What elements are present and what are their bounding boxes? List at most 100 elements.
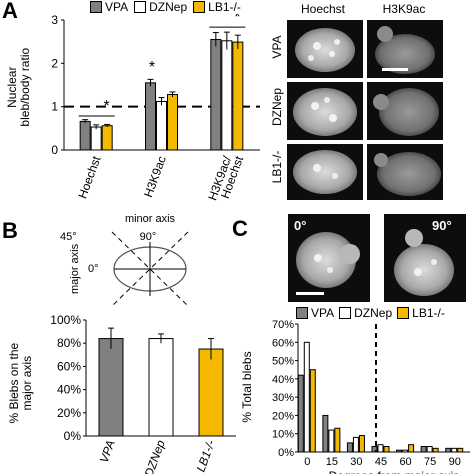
c-ytick-label: 40% xyxy=(272,374,294,386)
c-bar xyxy=(328,429,335,453)
diagram-90-label: 90° xyxy=(140,231,157,243)
c-xtick-label: 75 xyxy=(424,456,436,468)
a-ytick-label: 2 xyxy=(51,56,58,70)
b-category-label: LB1-/- xyxy=(193,438,217,474)
micro-0deg-label: 0° xyxy=(294,218,306,233)
c-bar xyxy=(352,436,359,453)
panel-a-legend: VPA DZNep LB1-/- xyxy=(90,0,241,14)
c-bar xyxy=(346,442,353,453)
c-bar xyxy=(371,446,378,453)
a-category-label: Hoechst xyxy=(75,154,103,201)
b-ytick-label: 0% xyxy=(64,429,82,443)
panel-c-letter: C xyxy=(232,216,248,241)
a-significance-star: * xyxy=(104,98,110,115)
c-ytick-label: 0% xyxy=(278,447,294,459)
a-significance-star: * xyxy=(234,14,240,26)
diagram-major-axis-label: major axis xyxy=(69,243,81,294)
b-category-label: VPA xyxy=(97,438,118,465)
micro-row-vpa: VPA xyxy=(270,35,284,59)
panel-a-micrographs xyxy=(287,20,443,200)
b-bar xyxy=(198,348,224,437)
c-bar xyxy=(445,447,452,453)
micro-90deg-label: 90° xyxy=(432,218,452,233)
panel-c-legend: VPA DZNep LB1-/- xyxy=(296,306,445,320)
legend-swatch-vpa xyxy=(90,1,102,13)
legend-label-dznep: DZNep xyxy=(149,0,188,14)
legend-label-vpa: VPA xyxy=(105,0,129,14)
panel-c-micrographs: 0° 90° xyxy=(288,214,466,302)
c-xtick-label: 0 xyxy=(304,456,310,468)
c-xtick-label: 45 xyxy=(375,456,387,468)
diagram-45-label: 45° xyxy=(60,231,77,243)
micro-row-lb1: LB1-/- xyxy=(270,150,284,184)
c-bar xyxy=(396,449,403,453)
panel-a-ylabel: Nuclear bleb/body ratio xyxy=(4,47,32,127)
panel-b-ylabel: % Blebs on the major axis xyxy=(6,342,34,424)
panel-c-chart: 0% 10% 20% 30% 40% 50% 60% 70% 0 15 30 45 60 75 90Degr… xyxy=(272,319,470,474)
c-bar xyxy=(420,446,427,453)
c-xtick-label: 90 xyxy=(449,456,461,468)
micro-col-h3k9ac: H3K9ac xyxy=(382,2,426,16)
legend-label-lb1: LB1-/- xyxy=(208,0,241,14)
c-legend-lb1: LB1-/- xyxy=(397,306,445,320)
a-bar xyxy=(79,120,91,151)
a-category-label: H3K9ac xyxy=(141,154,169,199)
c-bar xyxy=(402,449,409,453)
c-ytick-label: 60% xyxy=(272,337,294,349)
c-legend-dznep: DZNep xyxy=(339,306,392,320)
c-bar xyxy=(334,427,341,453)
c-bar xyxy=(408,444,415,453)
c-ytick-label: 70% xyxy=(272,319,294,331)
legend-swatch-lb1 xyxy=(193,1,206,13)
scale-bar xyxy=(382,68,408,71)
panel-b-letter: B xyxy=(2,218,18,243)
a-bar xyxy=(221,40,233,151)
c-bar xyxy=(451,447,458,453)
panel-a-letter: A xyxy=(2,0,18,23)
b-ytick-label: 40% xyxy=(57,383,81,397)
legend-vpa: VPA xyxy=(90,0,128,14)
c-legend-label-lb1: LB1-/- xyxy=(412,306,445,320)
a-ytick-label: 0 xyxy=(51,143,58,157)
a-significance-star: * xyxy=(149,59,155,76)
c-bar xyxy=(457,447,464,453)
a-ytick-label: 3 xyxy=(51,14,58,27)
b-category-label: DZNep xyxy=(142,438,168,474)
c-bar xyxy=(383,446,390,453)
c-bar xyxy=(303,341,310,453)
a-bar xyxy=(156,100,167,151)
c-legend-swatch-lb1 xyxy=(397,307,410,319)
c-bar xyxy=(426,446,433,453)
c-ytick-label: 20% xyxy=(272,410,294,422)
b-bar xyxy=(98,338,124,437)
a-bar xyxy=(210,39,222,151)
c-xlabel: Degrees from major axis xyxy=(329,469,460,474)
c-legend-swatch-dznep xyxy=(339,307,352,319)
c-bar xyxy=(432,447,439,453)
c-bar xyxy=(297,374,304,453)
c-ytick-label: 10% xyxy=(272,429,294,441)
legend-swatch-dznep xyxy=(134,1,147,13)
a-bar xyxy=(232,41,244,151)
micro-row-dznep: DZNep xyxy=(270,88,284,127)
c-bar xyxy=(377,444,384,453)
scale-bar-c xyxy=(296,292,324,295)
b-ytick-label: 100% xyxy=(50,313,81,327)
a-bar xyxy=(101,125,113,151)
c-legend-label-vpa: VPA xyxy=(311,306,335,320)
b-ytick-label: 80% xyxy=(57,336,81,350)
legend-dznep: DZNep xyxy=(134,0,187,14)
c-legend-vpa: VPA xyxy=(296,306,334,320)
c-bar xyxy=(309,369,316,453)
c-legend-label-dznep: DZNep xyxy=(354,306,393,320)
c-legend-swatch-vpa xyxy=(296,307,308,319)
diagram-minor-axis-label: minor axis xyxy=(125,213,176,225)
micro-col-hoechst: Hoechst xyxy=(300,2,346,16)
c-bar xyxy=(322,414,329,453)
panel-b-chart: 0% 20% 40% 60% 80% 100% VPA DZNep LB1-/- xyxy=(50,313,236,474)
b-ytick-label: 20% xyxy=(57,406,81,420)
legend-lb1: LB1-/- xyxy=(193,0,241,14)
diagram-0-label: 0° xyxy=(88,263,99,275)
c-ytick-label: 50% xyxy=(272,356,294,368)
